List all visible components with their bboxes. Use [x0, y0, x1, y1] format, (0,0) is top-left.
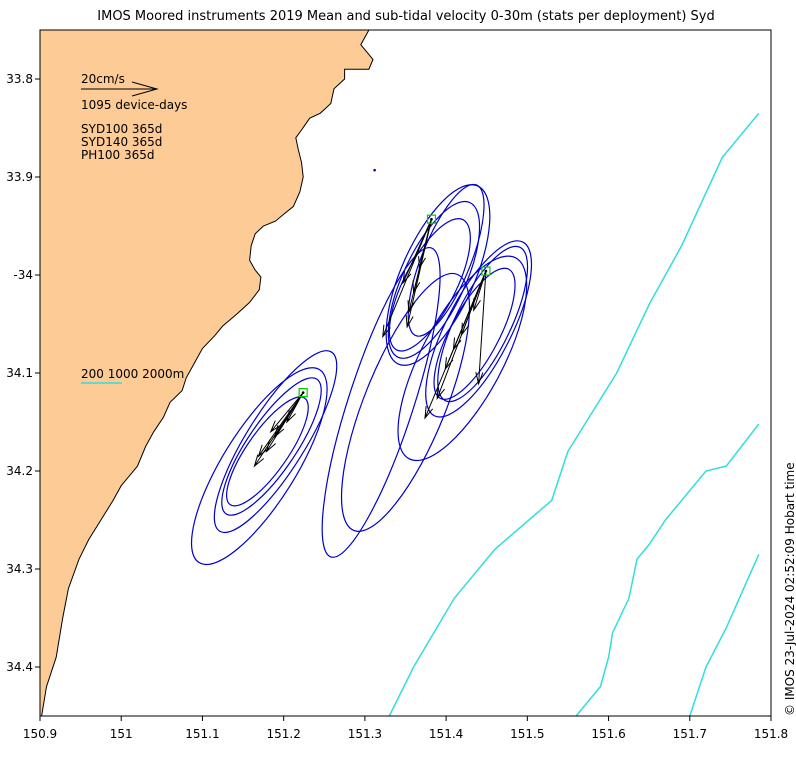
mooring-site-dot: [484, 269, 488, 273]
x-tick-label: 151.4: [429, 727, 463, 741]
mooring-site-dot: [430, 217, 433, 221]
vector-layer: [253, 218, 487, 468]
velocity-vector: [424, 270, 487, 420]
scale-label: 20cm/s: [81, 72, 125, 86]
isobath-legend-label: 200 1000 2000m: [81, 367, 184, 381]
x-tick-label: 151.3: [348, 727, 382, 741]
legend: 20cm/s 1095 device-days SYD100 365d SYD1…: [81, 72, 187, 384]
isobath-line: [575, 423, 760, 716]
x-tick-label: 151.6: [591, 727, 625, 741]
x-tick-label: 151.8: [754, 727, 788, 741]
y-tick-label: 34.2: [6, 464, 33, 478]
x-tick-label: 151.7: [673, 727, 707, 741]
y-tick-label: -34: [13, 268, 33, 282]
velocity-vector: [405, 219, 432, 329]
variance-ellipse: [388, 218, 471, 352]
device-days-label: 1095 device-days: [81, 98, 187, 112]
land-layer: [40, 30, 374, 716]
x-tick-label: 151.5: [510, 727, 544, 741]
mooring-site-dot: [373, 168, 376, 172]
map-title: IMOS Moored instruments 2019 Mean and su…: [97, 9, 715, 24]
isobath-line: [388, 112, 760, 716]
variance-ellipse: [213, 350, 338, 534]
variance-ellipse: [425, 240, 533, 418]
variance-ellipse: [437, 245, 529, 403]
variance-ellipse: [397, 255, 528, 462]
velocity-vector: [269, 392, 304, 434]
mooring-site-marker: [426, 214, 437, 224]
mooring-site-marker: [298, 388, 308, 398]
y-tick-label: 33.8: [6, 72, 33, 86]
x-axis: 150.9 151 151.1 151.2 151.3 151.4 151.5 151.6 15…: [23, 716, 788, 741]
deployment-label: SYD100 365d: [81, 122, 162, 136]
deployment-label: PH100 365d: [81, 148, 155, 162]
y-axis: 33.8 33.9 -34 34.1 34.2 34.3 34.4: [6, 72, 40, 674]
isobath-layer: [388, 112, 760, 716]
velocity-vector: [436, 270, 487, 401]
land-area: [40, 30, 374, 716]
x-tick-label: 151.2: [266, 727, 300, 741]
scale-arrow-head: [131, 81, 159, 97]
deployment-label: SYD140 365d: [81, 135, 162, 149]
velocity-vector: [253, 392, 304, 468]
x-tick-label: 151: [110, 727, 133, 741]
variance-ellipse: [387, 200, 481, 359]
x-tick-label: 150.9: [23, 727, 57, 741]
y-tick-label: 34.3: [6, 562, 33, 576]
x-tick-label: 151.1: [185, 727, 219, 741]
y-tick-label: 34.1: [6, 366, 33, 380]
mooring-site-dot: [301, 391, 305, 394]
velocity-vector: [402, 218, 432, 285]
variance-ellipse: [226, 396, 309, 507]
credit-text: © IMOS 23-Jul-2024 02:52:09 Hobart time: [783, 462, 796, 716]
isobath-line: [689, 553, 760, 716]
mooring-site-marker: [481, 266, 491, 276]
y-tick-label: 33.9: [6, 170, 33, 184]
variance-ellipse: [221, 377, 322, 516]
velocity-vector: [475, 271, 487, 386]
variance-ellipse: [190, 367, 328, 566]
y-tick-label: 34.4: [6, 660, 33, 674]
site-layer: [298, 168, 491, 398]
variance-ellipse: [321, 246, 441, 558]
variance-ellipse: [340, 272, 471, 532]
